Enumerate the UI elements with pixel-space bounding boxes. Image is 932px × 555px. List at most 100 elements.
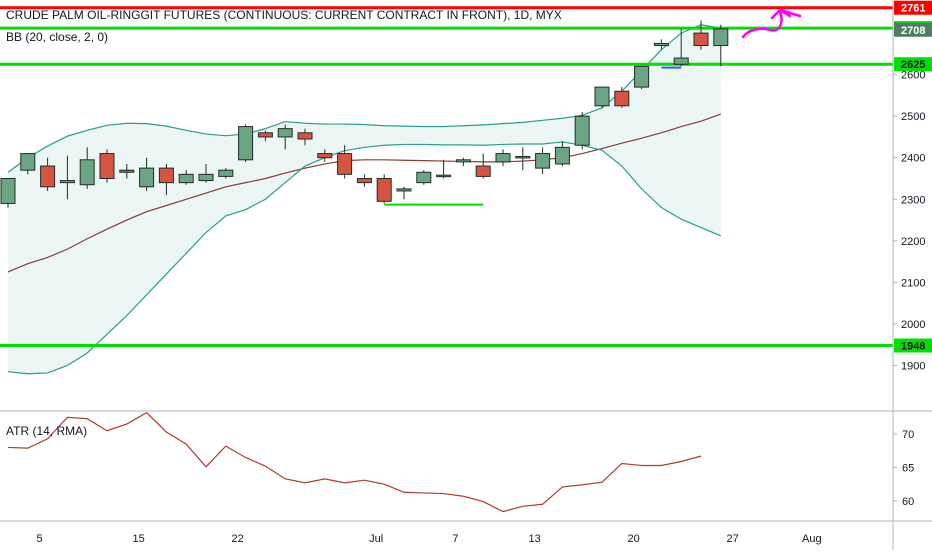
candle-body	[20, 153, 36, 171]
candle-body	[673, 57, 689, 65]
candle-body	[218, 169, 234, 177]
candle	[693, 20, 709, 50]
price-label-2625: 2625	[894, 57, 932, 71]
time-tick-label: 27	[726, 533, 738, 545]
candle-body	[396, 188, 412, 192]
candle	[277, 124, 293, 150]
candle	[139, 157, 155, 191]
bb-lower-line	[7, 141, 722, 375]
atr-tick-label: 65	[902, 463, 914, 475]
candle	[257, 130, 273, 142]
price-label-text: 1948	[901, 341, 925, 353]
price-label-2761: 2761	[894, 0, 932, 15]
candle-body	[554, 146, 570, 165]
atr-tick-label: 70	[902, 429, 914, 441]
candle-body	[297, 132, 313, 140]
candle	[356, 174, 372, 187]
candle-body	[238, 126, 254, 161]
candle-body	[535, 153, 551, 169]
candle	[436, 159, 452, 179]
time-tick-label: 15	[132, 533, 144, 545]
price-label-2708: 2708	[894, 22, 932, 37]
price-tick-label: 2400	[901, 153, 925, 165]
atr-indicator-label: ATR (14, RMA)	[6, 424, 88, 438]
candle	[317, 149, 333, 162]
candle-body	[574, 115, 590, 146]
candle	[218, 168, 234, 179]
horizontal-levels	[0, 6, 893, 348]
time-tick-label: 13	[528, 533, 540, 545]
candle-body	[40, 165, 56, 188]
candle	[713, 24, 729, 67]
candle	[297, 128, 313, 146]
candle	[198, 163, 214, 183]
candle-body	[337, 153, 353, 175]
candle	[396, 186, 412, 200]
price-tick-label: 2000	[901, 319, 925, 331]
candle-body	[653, 42, 669, 47]
candle	[178, 170, 194, 185]
candle-body	[455, 159, 471, 163]
candle-body	[436, 174, 452, 178]
candle-body	[59, 180, 75, 184]
candle	[99, 149, 115, 183]
candle-body	[416, 171, 432, 184]
candle-body	[693, 32, 709, 47]
atr-tick-label: 60	[902, 496, 914, 508]
candle	[79, 147, 95, 189]
time-tick-label: 5	[37, 533, 43, 545]
time-tick-label: Jul	[369, 533, 383, 545]
candle-body	[594, 86, 610, 107]
candle-body	[614, 90, 630, 107]
candle-body	[515, 155, 531, 159]
candle-body	[356, 177, 372, 184]
price-tick-label: 1900	[901, 360, 925, 372]
candle	[614, 87, 630, 108]
candle-body	[178, 173, 194, 184]
price-labels: 27612712270826251948	[894, 0, 932, 353]
chart-title: CRUDE PALM OIL-RINGGIT FUTURES (CONTINUO…	[6, 8, 562, 22]
candle	[495, 149, 511, 167]
candle	[634, 65, 650, 90]
candle-body	[158, 167, 174, 184]
candle	[574, 112, 590, 150]
atr-line	[7, 411, 702, 513]
candle	[40, 157, 56, 191]
candle-body	[99, 153, 115, 179]
time-tick-label: Aug	[802, 533, 822, 545]
candle	[238, 124, 254, 162]
candle-body	[376, 177, 392, 202]
price-label-text: 2625	[901, 59, 925, 71]
candle	[0, 177, 16, 208]
candle	[535, 147, 551, 175]
candle	[158, 163, 174, 196]
candle-body	[634, 65, 650, 88]
candle-body	[277, 128, 293, 138]
bb-indicator-label: BB (20, close, 2, 0)	[6, 30, 109, 44]
candle-body	[713, 28, 729, 47]
candle	[455, 157, 471, 167]
candle-body	[257, 132, 273, 138]
candle	[554, 141, 570, 167]
candle-body	[0, 177, 16, 204]
time-tick-label: 7	[452, 533, 458, 545]
bb-basis-line	[7, 113, 722, 273]
price-label-1948: 1948	[894, 338, 932, 353]
candle-body	[119, 169, 135, 173]
candle	[416, 170, 432, 185]
candles	[0, 20, 729, 208]
price-tick-label: 2200	[901, 236, 925, 248]
candle-body	[317, 153, 333, 159]
price-label-box	[894, 338, 932, 353]
price-label-text: 2708	[901, 25, 925, 37]
candle	[59, 155, 75, 200]
candle	[594, 86, 610, 108]
price-label-box	[894, 0, 932, 15]
atr-pane	[7, 411, 702, 513]
price-tick-label: 2300	[901, 194, 925, 206]
price-label-box	[894, 22, 932, 37]
price-label-box	[894, 57, 932, 72]
time-tick-label: 22	[231, 533, 243, 545]
